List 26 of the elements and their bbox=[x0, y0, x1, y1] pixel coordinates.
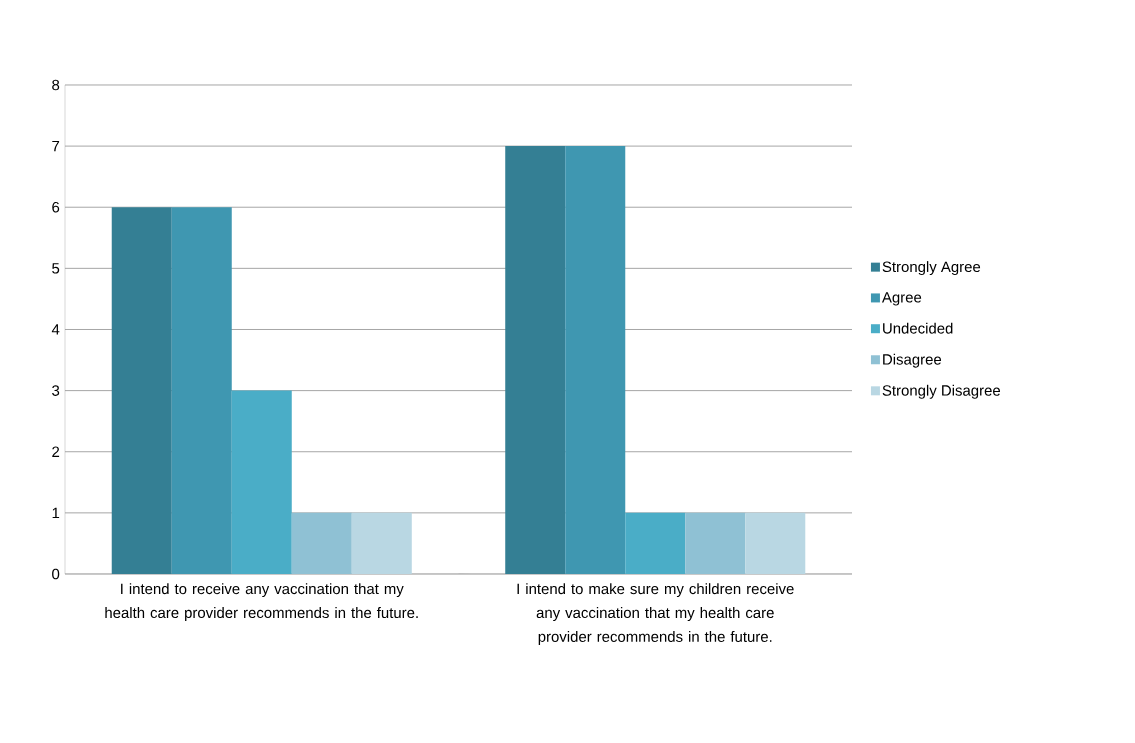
legend-label: Agree bbox=[881, 292, 922, 306]
bar bbox=[625, 512, 686, 574]
bar bbox=[231, 390, 292, 574]
y-tick-label: 1 bbox=[52, 507, 60, 518]
y-tick-label: 3 bbox=[52, 385, 60, 396]
bar bbox=[291, 512, 352, 574]
y-tick-label: 8 bbox=[52, 79, 60, 91]
bar bbox=[351, 512, 412, 574]
bar bbox=[505, 146, 566, 574]
y-tick-label: 4 bbox=[51, 324, 60, 335]
legend-label: Strongly Agree bbox=[882, 261, 981, 276]
bar bbox=[745, 512, 806, 574]
legend-label: Disagree bbox=[883, 353, 942, 368]
y-tick-label: 7 bbox=[52, 140, 60, 152]
bar bbox=[171, 207, 232, 574]
x-tick-label: I intend to make sure my children receive any vaccination that my health care provider recommends in the future. bbox=[517, 583, 794, 645]
y-tick-label: 6 bbox=[52, 201, 60, 213]
y-tick-label: 5 bbox=[52, 263, 60, 274]
bar bbox=[111, 207, 172, 574]
legend-label: Undecided bbox=[883, 322, 953, 334]
bar bbox=[565, 146, 626, 574]
legend-label: Strongly Disagree bbox=[882, 384, 1001, 399]
x-tick-label: I intend to receive any vaccination that my health care provider recommends in the future. bbox=[105, 583, 418, 621]
y-tick-label: 0 bbox=[52, 568, 60, 580]
bar bbox=[685, 512, 746, 574]
y-tick-label: 2 bbox=[52, 446, 60, 457]
